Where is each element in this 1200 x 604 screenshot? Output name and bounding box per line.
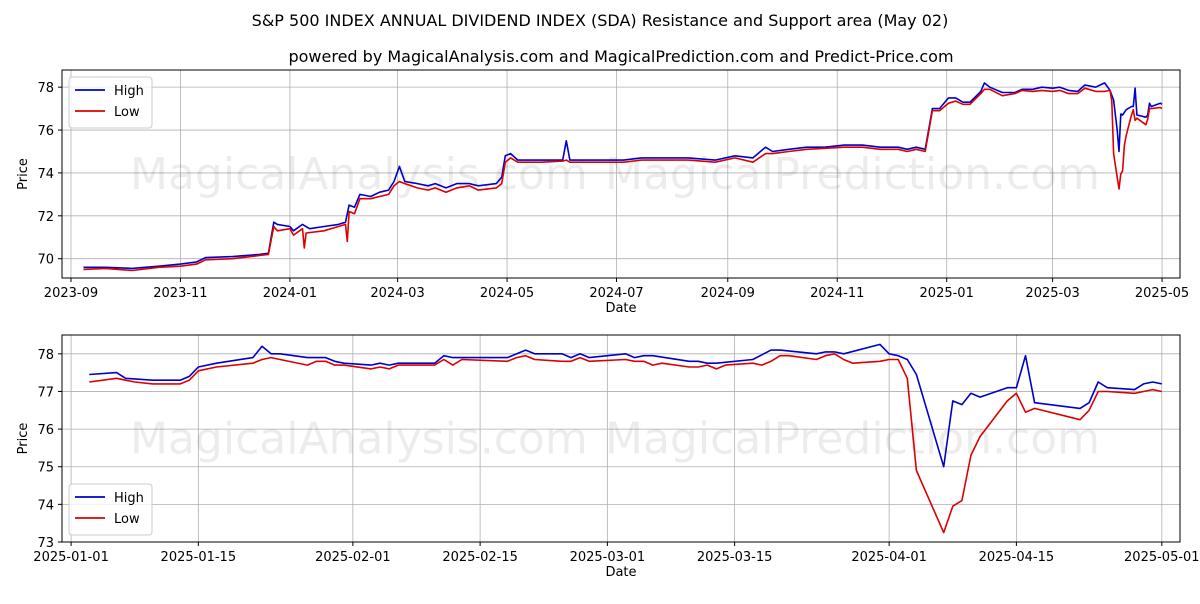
legend-label-low: Low [114, 105, 140, 120]
y-axis-label: Price [16, 423, 31, 455]
top-chart: MagicalAnalysis.com MagicalPrediction.com… [16, 69, 1189, 316]
x-axis-label: Date [605, 301, 636, 316]
chart-title: S&P 500 INDEX ANNUAL DIVIDEND INDEX (SDA… [252, 11, 949, 30]
y-tick-label: 76 [37, 423, 54, 438]
bottom-chart: MagicalAnalysis.com MagicalPrediction.com… [16, 334, 1200, 580]
y-axis-label: Price [16, 158, 31, 190]
chart-subtitle: powered by MagicalAnalysis.com and Magic… [288, 47, 953, 66]
plot-frame [61, 69, 1181, 279]
y-tick-label: 74 [37, 498, 54, 513]
legend-label-high: High [114, 84, 144, 99]
y-tick-label: 70 [37, 253, 54, 268]
series-line-high [89, 343, 1162, 468]
legend: High Low [68, 76, 153, 129]
y-tick-label: 72 [37, 210, 54, 225]
y-tick-label: 75 [37, 461, 54, 476]
x-tick-label: 2025-05 [1135, 286, 1189, 301]
legend-label-high: High [114, 491, 144, 506]
x-tick-label: 2024-11 [810, 286, 864, 301]
series-line-low [89, 352, 1162, 534]
x-tick-label: 2025-02-01 [315, 550, 391, 565]
x-tick-label: 2025-05-01 [1124, 550, 1200, 565]
series-line-high [83, 82, 1163, 270]
y-tick-label: 73 [37, 536, 54, 551]
series-line-low [83, 87, 1163, 272]
x-tick-label: 2024-05 [480, 286, 534, 301]
x-tick-label: 2025-04-01 [851, 550, 927, 565]
watermark-text: MagicalAnalysis.com [130, 414, 588, 465]
x-tick-label: 2025-01-01 [33, 550, 109, 565]
x-tick-label: 2024-01 [263, 286, 317, 301]
x-tick-label: 2024-09 [701, 286, 755, 301]
x-tick-label: 2023-09 [44, 286, 98, 301]
x-tick-label: 2025-01 [920, 286, 974, 301]
legend-label-low: Low [114, 512, 140, 527]
x-tick-label: 2025-03-01 [570, 550, 646, 565]
y-tick-label: 74 [37, 167, 54, 182]
x-axis-label: Date [605, 565, 636, 580]
x-tick-label: 2025-03-15 [697, 550, 773, 565]
x-tick-label: 2025-02-15 [442, 550, 518, 565]
watermark-text: MagicalPrediction.com [605, 149, 1100, 200]
watermark-text: MagicalPrediction.com [605, 414, 1100, 465]
y-tick-label: 77 [37, 385, 54, 400]
x-tick-label: 2024-03 [370, 286, 424, 301]
legend: High Low [68, 483, 153, 536]
y-tick-label: 76 [37, 124, 54, 139]
x-tick-label: 2025-03 [1025, 286, 1079, 301]
y-tick-label: 78 [37, 81, 54, 96]
x-tick-label: 2024-07 [589, 286, 643, 301]
y-tick-label: 78 [37, 348, 54, 363]
watermark-text: MagicalAnalysis.com [130, 149, 588, 200]
x-tick-label: 2023-11 [153, 286, 207, 301]
plot-frame [61, 334, 1181, 543]
x-tick-label: 2025-01-15 [161, 550, 237, 565]
x-tick-label: 2025-04-15 [979, 550, 1055, 565]
